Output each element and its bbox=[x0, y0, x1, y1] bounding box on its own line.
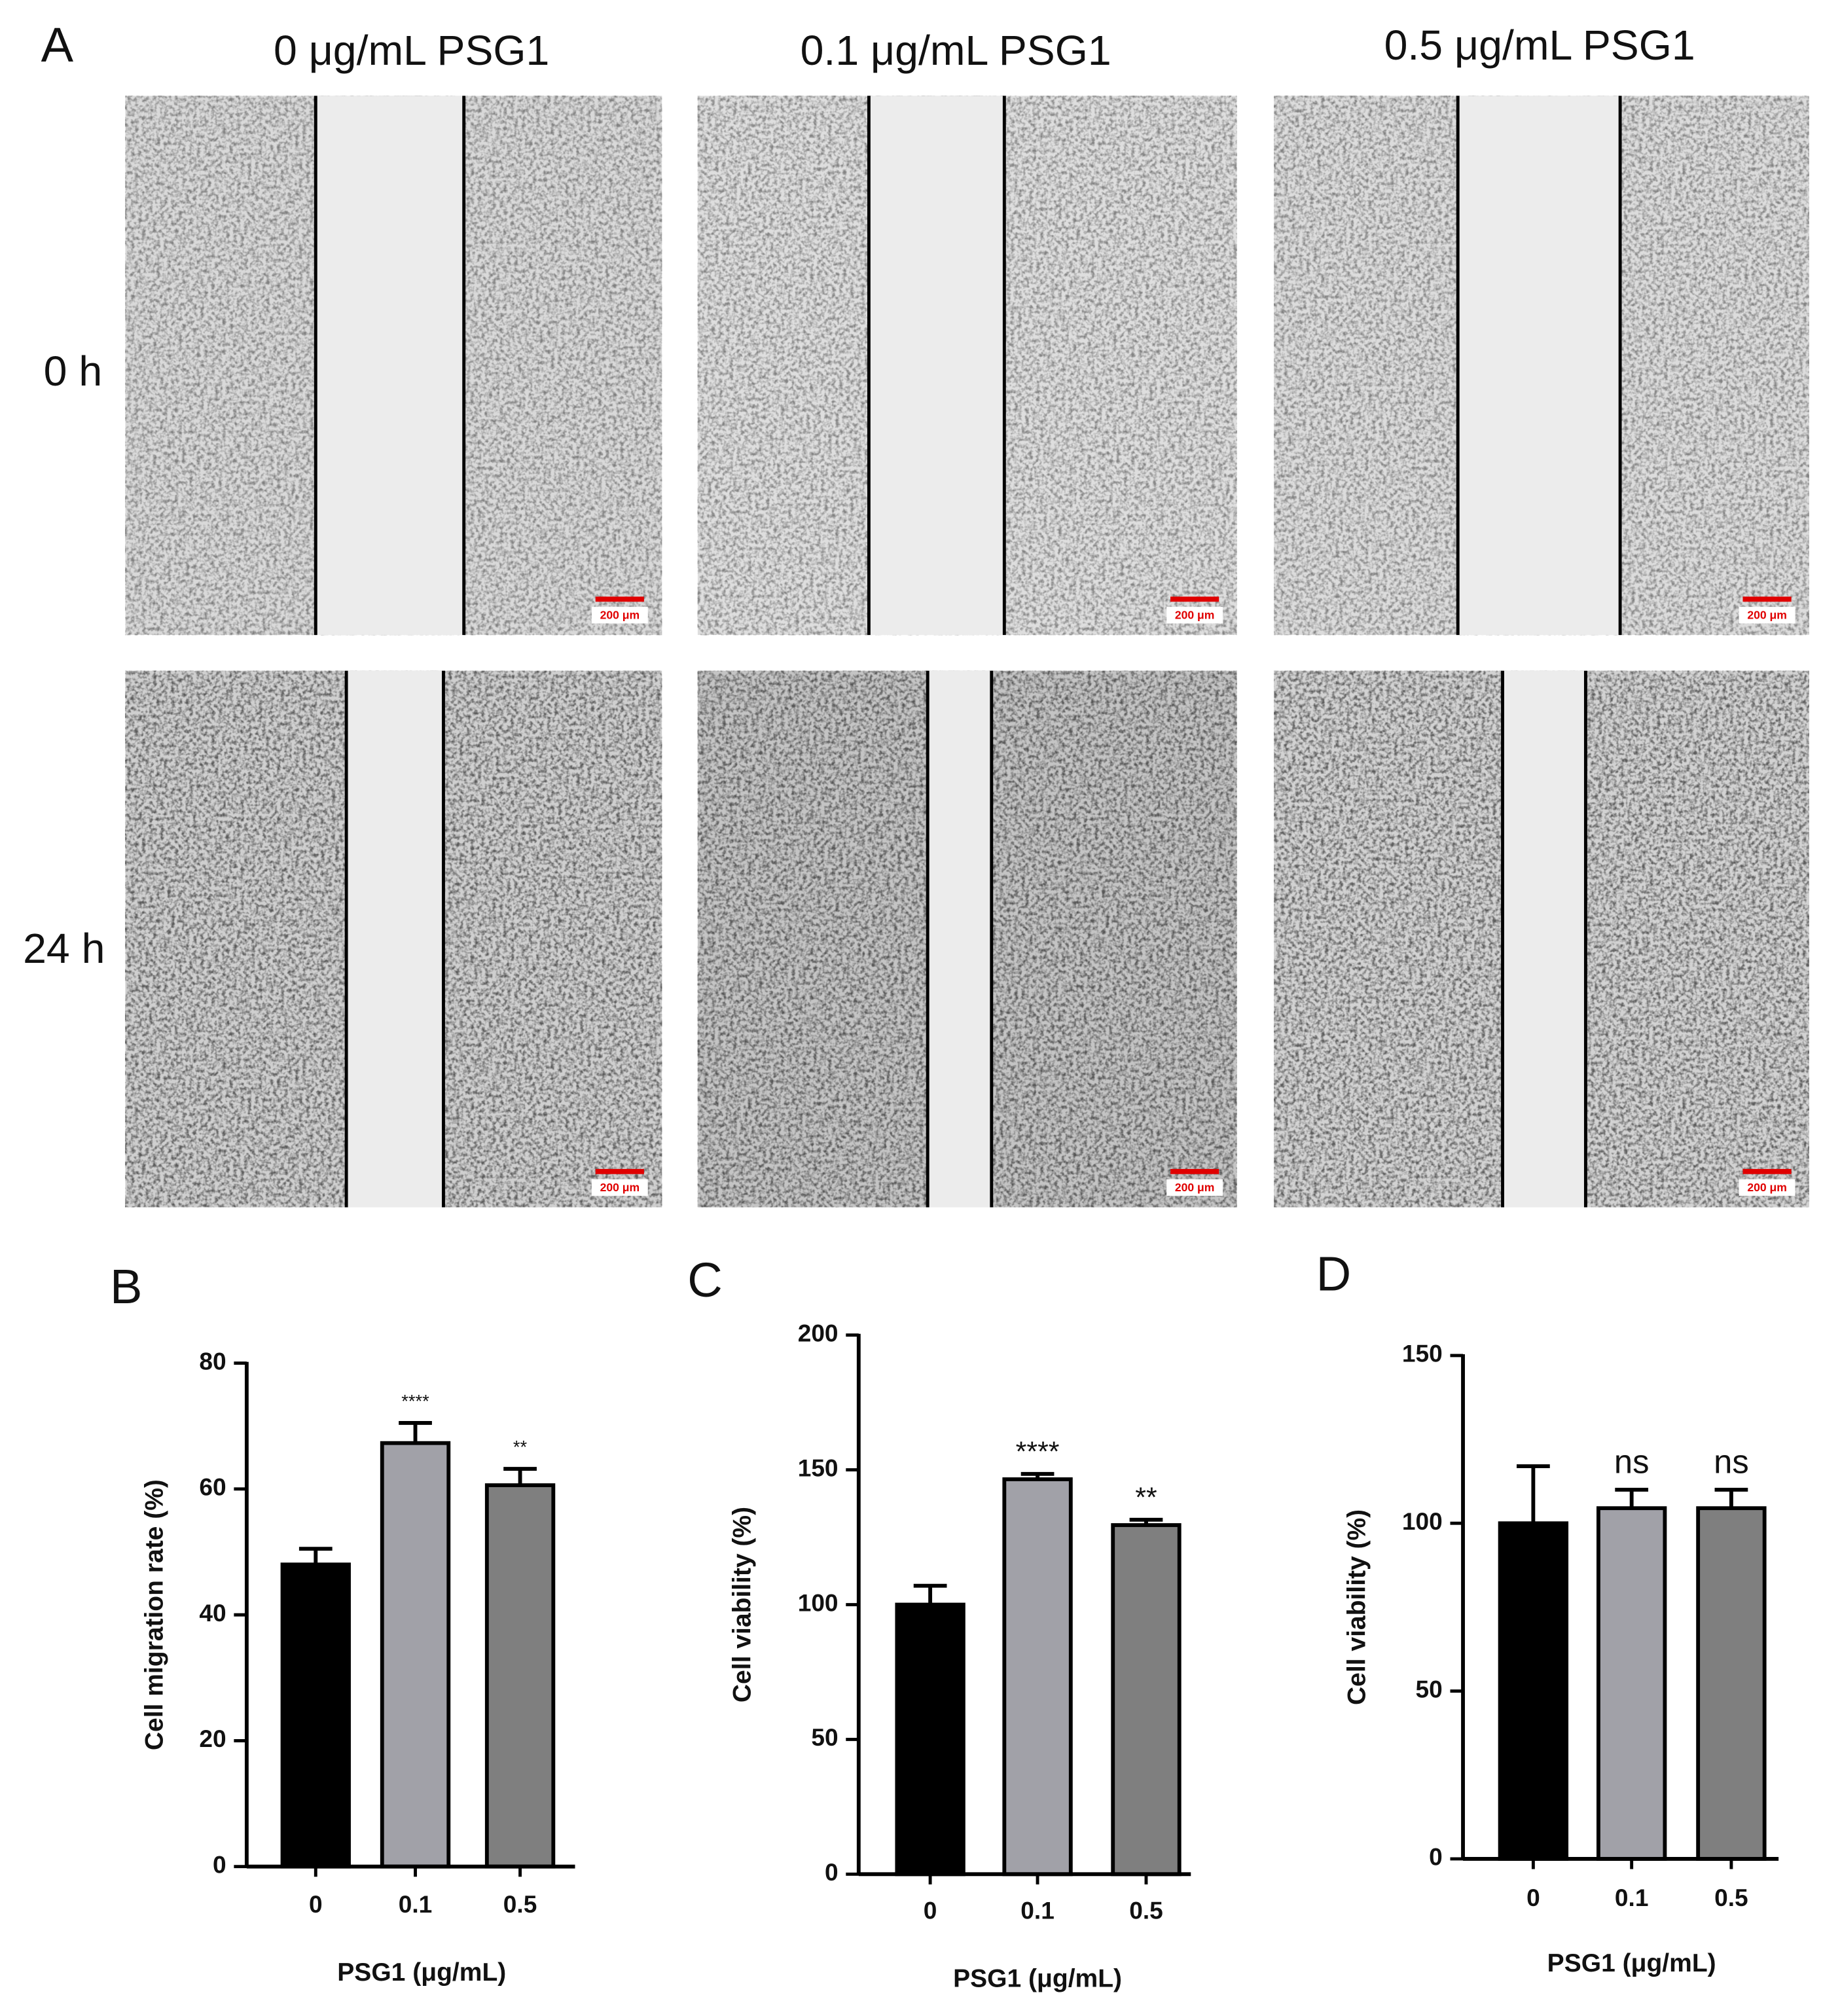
scale-bar bbox=[1742, 596, 1792, 602]
wound-area bbox=[928, 670, 992, 1208]
y-tick-label: 0 bbox=[825, 1858, 839, 1886]
bar bbox=[895, 1602, 965, 1877]
error-bar bbox=[1714, 1488, 1748, 1509]
scale-bar-label: 200 μm bbox=[600, 1181, 640, 1194]
scale-bar-box bbox=[591, 607, 648, 624]
column-header: 0.1 μg/mL PSG1 bbox=[801, 27, 1111, 74]
bar bbox=[1696, 1506, 1767, 1861]
x-tick-label: 0 bbox=[309, 1890, 323, 1918]
y-axis-label: Cell migration rate (%) bbox=[141, 1479, 169, 1750]
wound-area bbox=[869, 96, 1005, 636]
column-header: 0 μg/mL PSG1 bbox=[274, 27, 549, 74]
scale-bar bbox=[1170, 596, 1219, 602]
row-label: 0 h bbox=[44, 348, 103, 395]
significance-label: **** bbox=[1016, 1436, 1060, 1467]
error-bar bbox=[1517, 1464, 1550, 1524]
significance-label: ** bbox=[513, 1437, 528, 1457]
scale-bar bbox=[595, 1168, 644, 1174]
error-bar bbox=[399, 1421, 432, 1443]
y-tick-label: 150 bbox=[1402, 1340, 1443, 1367]
y-tick-label: 200 bbox=[798, 1319, 839, 1346]
scale-bar-label: 200 μm bbox=[1175, 608, 1214, 621]
y-tick-label: 40 bbox=[199, 1599, 226, 1627]
y-tick-label: 80 bbox=[199, 1347, 226, 1375]
bar bbox=[280, 1562, 351, 1869]
y-axis-label: Cell viability (%) bbox=[728, 1507, 756, 1702]
panel-label: C bbox=[687, 1253, 723, 1307]
y-tick-label: 20 bbox=[199, 1725, 226, 1752]
y-tick-label: 50 bbox=[1416, 1675, 1443, 1702]
scale-bar-box bbox=[1739, 607, 1795, 624]
wound-area bbox=[316, 96, 464, 636]
error-bar bbox=[1615, 1488, 1649, 1509]
micrograph: 200 μm bbox=[1274, 96, 1809, 636]
x-tick-label: 0 bbox=[1526, 1884, 1540, 1911]
wound-area bbox=[1458, 96, 1621, 636]
scale-bar-box bbox=[591, 1179, 648, 1196]
x-tick-label: 0 bbox=[924, 1897, 937, 1924]
bar bbox=[1596, 1506, 1667, 1861]
x-tick-label: 0.5 bbox=[1129, 1897, 1163, 1924]
significance-label: **** bbox=[401, 1391, 429, 1411]
scale-bar bbox=[1742, 1168, 1792, 1174]
micrograph: 200 μm bbox=[125, 670, 662, 1208]
scale-bar-box bbox=[1166, 1179, 1223, 1196]
scale-bar-label: 200 μm bbox=[600, 608, 640, 621]
y-tick-label: 0 bbox=[213, 1850, 226, 1878]
bar bbox=[484, 1483, 556, 1869]
x-tick-label: 0.1 bbox=[1615, 1884, 1649, 1911]
y-tick-label: 150 bbox=[798, 1454, 839, 1481]
x-tick-label: 0.1 bbox=[399, 1890, 433, 1918]
significance-label: ns bbox=[1714, 1443, 1749, 1480]
panel-label: B bbox=[110, 1259, 142, 1314]
bar bbox=[1498, 1521, 1569, 1861]
micrograph: 200 μm bbox=[697, 96, 1237, 636]
x-tick-label: 0.5 bbox=[1714, 1884, 1748, 1911]
y-tick-label: 0 bbox=[1429, 1843, 1443, 1871]
x-axis-label: PSG1 (μg/mL) bbox=[953, 1965, 1122, 1993]
y-tick-label: 60 bbox=[199, 1473, 226, 1501]
significance-label: ns bbox=[1614, 1443, 1650, 1480]
micrograph: 200 μm bbox=[125, 96, 662, 636]
scale-bar-label: 200 μm bbox=[1175, 1181, 1214, 1194]
scale-bar-box bbox=[1166, 607, 1223, 624]
scale-bar-label: 200 μm bbox=[1747, 1181, 1787, 1194]
column-header: 0.5 μg/mL PSG1 bbox=[1384, 22, 1695, 69]
error-bar bbox=[503, 1467, 537, 1486]
scale-bar-label: 200 μm bbox=[1747, 608, 1787, 621]
micrograph: 200 μm bbox=[1274, 670, 1809, 1208]
x-axis-label: PSG1 (μg/mL) bbox=[337, 1958, 506, 1987]
error-bar bbox=[913, 1583, 947, 1605]
error-bar bbox=[1020, 1471, 1055, 1480]
significance-label: ** bbox=[1135, 1482, 1157, 1513]
scale-bar bbox=[595, 596, 644, 602]
error-bar bbox=[298, 1547, 333, 1565]
scale-bar bbox=[1170, 1168, 1219, 1174]
y-axis-label: Cell viability (%) bbox=[1343, 1509, 1371, 1705]
row-label: 24 h bbox=[23, 925, 105, 972]
panel-label: D bbox=[1316, 1246, 1352, 1301]
y-tick-label: 50 bbox=[811, 1723, 838, 1751]
bar bbox=[380, 1441, 451, 1869]
micrograph: 200 μm bbox=[697, 670, 1237, 1208]
wound-area bbox=[1502, 670, 1586, 1208]
scale-bar-box bbox=[1739, 1179, 1795, 1196]
bar bbox=[1111, 1523, 1182, 1877]
x-axis-label: PSG1 (μg/mL) bbox=[1547, 1949, 1716, 1977]
x-tick-label: 0.5 bbox=[503, 1890, 537, 1918]
error-bar bbox=[1129, 1517, 1163, 1526]
panel-label: A bbox=[41, 18, 74, 72]
x-tick-label: 0.1 bbox=[1020, 1897, 1055, 1924]
wound-area bbox=[346, 670, 444, 1208]
y-tick-label: 100 bbox=[798, 1589, 839, 1616]
bar bbox=[1002, 1477, 1073, 1877]
y-tick-label: 100 bbox=[1402, 1507, 1443, 1535]
